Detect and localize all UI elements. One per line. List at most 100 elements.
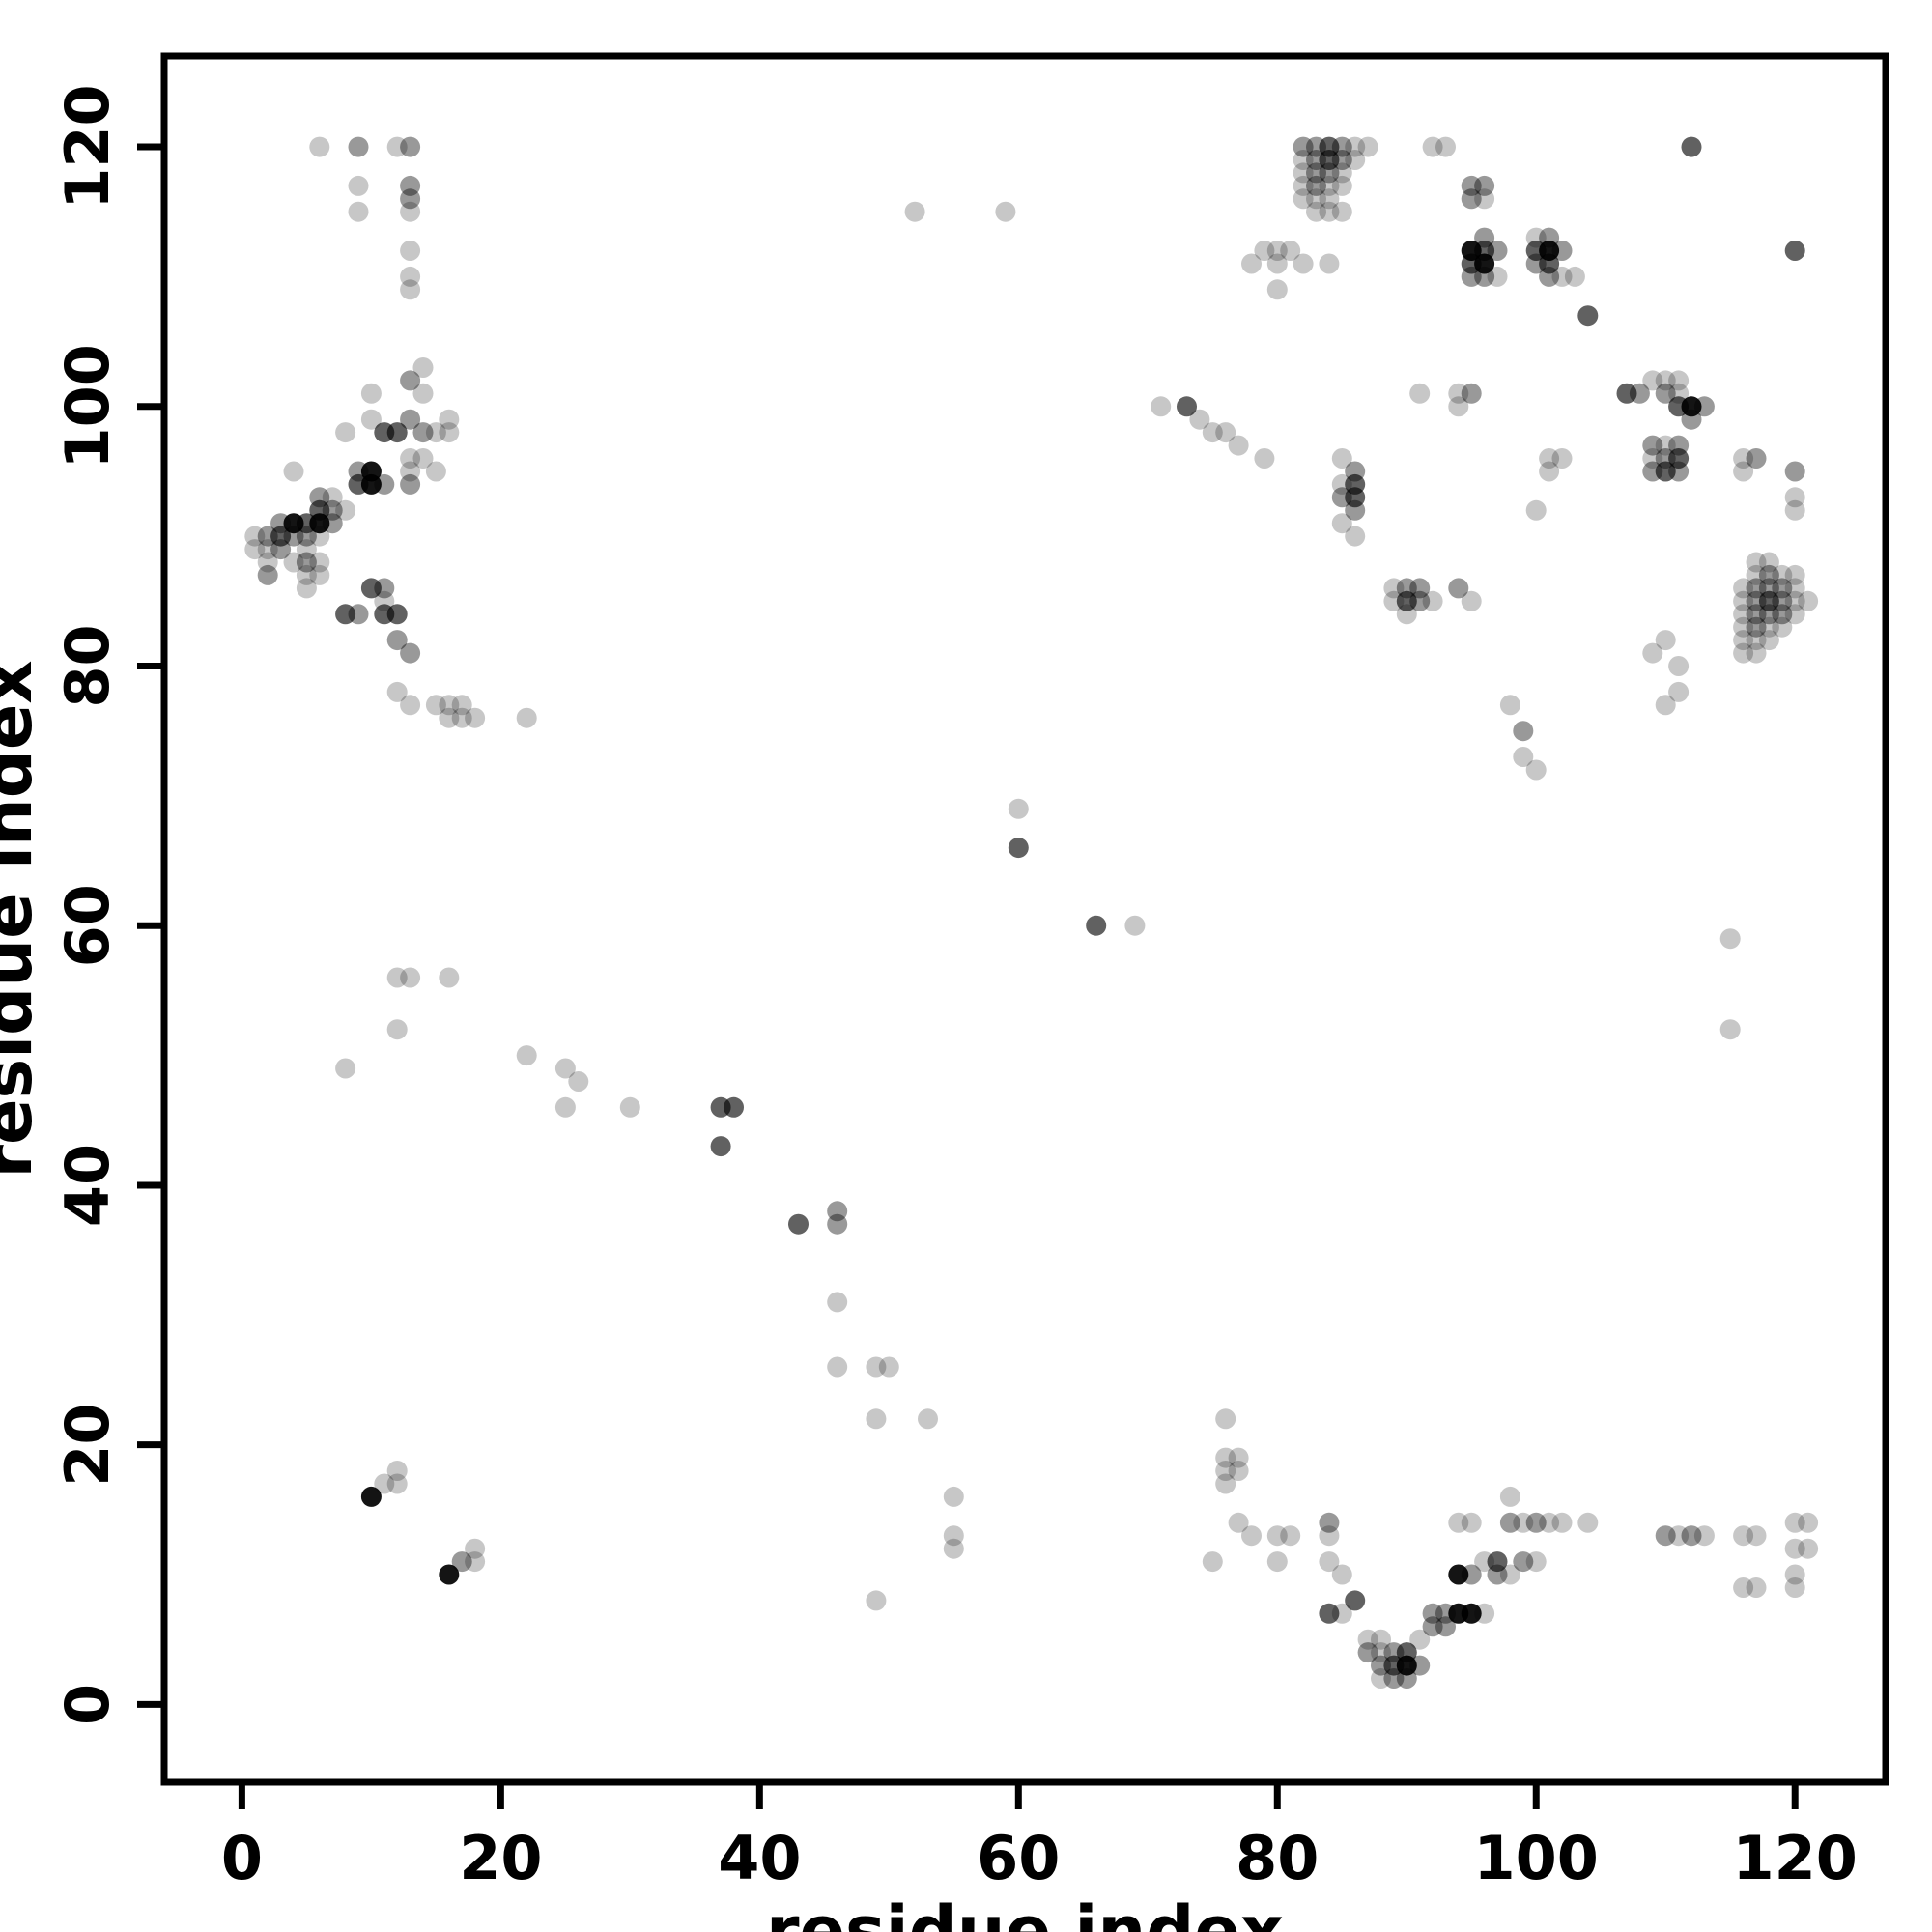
- x-tick-label: 60: [977, 1823, 1060, 1893]
- data-point: [1409, 1655, 1431, 1676]
- data-point: [1306, 188, 1326, 210]
- data-point: [1499, 695, 1520, 716]
- data-point: [1371, 1629, 1391, 1650]
- data-point: [1306, 175, 1326, 196]
- data-point: [439, 1564, 460, 1585]
- data-point: [1280, 241, 1301, 261]
- data-point: [1254, 241, 1275, 261]
- data-point: [451, 1551, 472, 1573]
- data-point: [1733, 448, 1754, 469]
- data-point: [878, 1356, 899, 1378]
- data-point: [1357, 1629, 1378, 1650]
- data-point: [1215, 1461, 1236, 1481]
- data-point: [1215, 422, 1236, 443]
- data-point: [309, 552, 330, 573]
- data-point: [1086, 915, 1107, 936]
- y-tick-label: 120: [52, 84, 123, 209]
- data-point: [1784, 241, 1805, 261]
- data-point: [918, 1408, 938, 1430]
- data-point: [1293, 175, 1314, 196]
- data-point: [1784, 1538, 1805, 1559]
- data-point: [943, 1486, 964, 1507]
- data-point: [296, 539, 317, 560]
- data-point: [374, 578, 395, 599]
- data-point: [335, 422, 356, 443]
- data-point: [1357, 136, 1378, 157]
- data-point: [296, 526, 317, 547]
- data-point: [1254, 448, 1275, 469]
- data-point: [348, 604, 369, 625]
- data-point: [309, 526, 330, 547]
- data-point: [1655, 461, 1676, 482]
- data-point: [827, 1213, 848, 1235]
- data-point: [257, 564, 278, 585]
- data-point: [1331, 513, 1352, 534]
- data-point: [425, 461, 446, 482]
- data-point: [1733, 604, 1754, 625]
- data-point: [425, 422, 446, 443]
- data-point: [904, 201, 925, 222]
- data-point: [1784, 1564, 1805, 1585]
- data-point: [1319, 175, 1340, 196]
- data-point: [335, 499, 356, 521]
- data-point: [554, 1096, 576, 1118]
- data-point: [1668, 370, 1690, 391]
- data-point: [270, 526, 292, 547]
- data-point: [1668, 656, 1690, 676]
- data-point: [866, 1408, 887, 1430]
- data-point: [386, 422, 408, 443]
- data-point: [1266, 241, 1288, 261]
- data-point: [1642, 370, 1663, 391]
- data-point: [400, 409, 421, 430]
- data-point: [1422, 1616, 1443, 1637]
- data-point: [1409, 383, 1431, 404]
- data-point: [1758, 604, 1779, 625]
- data-point: [1655, 1525, 1676, 1547]
- data-points-layer: [244, 136, 1819, 1689]
- data-point: [568, 1071, 589, 1092]
- data-point: [1474, 1603, 1495, 1624]
- data-point: [400, 279, 421, 300]
- data-point: [400, 473, 421, 495]
- data-point: [1306, 201, 1326, 222]
- y-tick-label: 40: [52, 1144, 123, 1227]
- data-point: [1798, 1538, 1819, 1559]
- data-point: [322, 499, 343, 521]
- data-point: [386, 1019, 408, 1040]
- data-point: [1422, 590, 1443, 611]
- x-tick-label: 100: [1474, 1823, 1599, 1893]
- data-point: [1746, 604, 1767, 625]
- data-point: [244, 526, 266, 547]
- data-point: [1487, 1551, 1508, 1573]
- data-point: [1461, 1603, 1482, 1624]
- data-point: [1525, 499, 1547, 521]
- data-point: [1319, 1551, 1340, 1573]
- data-point: [1525, 759, 1547, 781]
- data-point: [1784, 604, 1805, 625]
- data-point: [1655, 370, 1676, 391]
- data-point: [400, 188, 421, 210]
- data-point: [1719, 1019, 1741, 1040]
- data-point: [1539, 266, 1560, 287]
- data-point: [1487, 1564, 1508, 1585]
- data-point: [374, 1473, 395, 1494]
- data-point: [1241, 1525, 1262, 1547]
- data-point: [1784, 1577, 1805, 1598]
- x-tick-label: 120: [1732, 1823, 1857, 1893]
- data-point: [1124, 915, 1146, 936]
- data-point: [1241, 253, 1262, 274]
- data-point: [1461, 188, 1482, 210]
- data-point: [1539, 461, 1560, 482]
- data-point: [439, 695, 460, 716]
- data-point: [1435, 1616, 1456, 1637]
- data-point: [1331, 175, 1352, 196]
- data-point: [439, 422, 460, 443]
- data-point: [1435, 136, 1456, 157]
- data-point: [1513, 721, 1534, 742]
- data-point: [400, 370, 421, 391]
- data-point: [1487, 241, 1508, 261]
- data-point: [1746, 1525, 1767, 1547]
- data-point: [1668, 1525, 1690, 1547]
- data-point: [386, 630, 408, 651]
